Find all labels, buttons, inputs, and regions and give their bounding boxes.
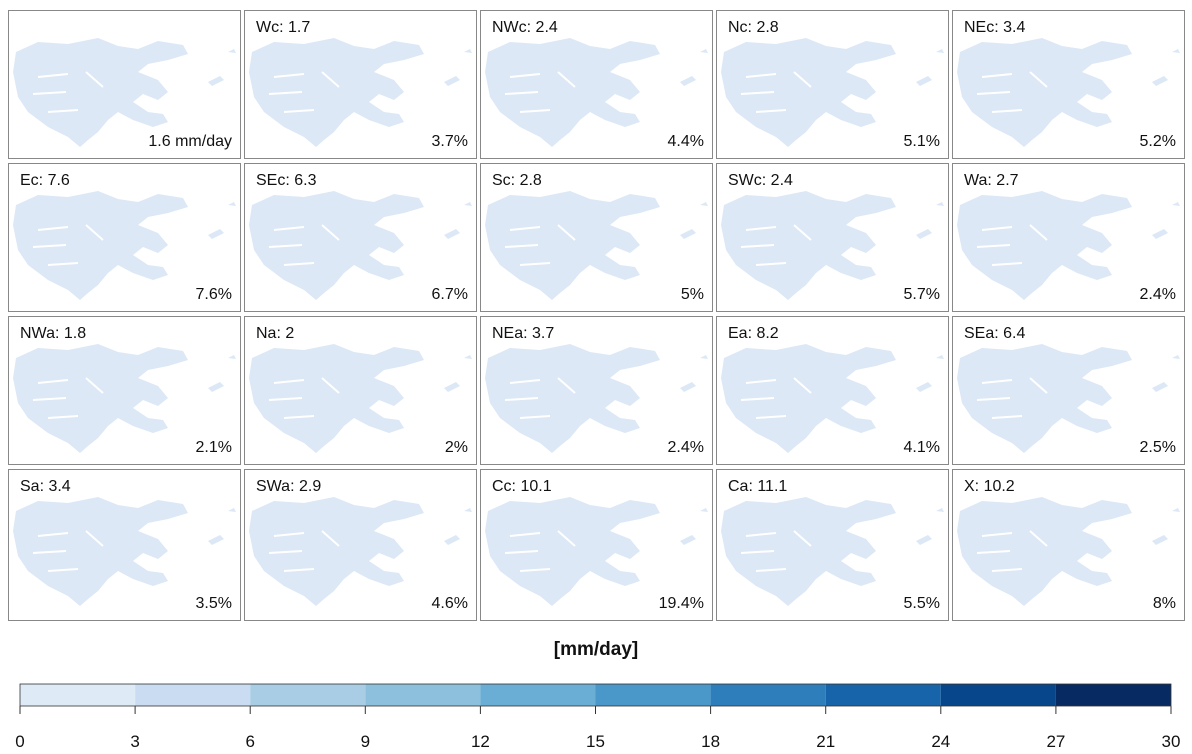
- color-band: [595, 684, 711, 706]
- colorbar-title: [mm/day]: [554, 639, 638, 660]
- panel-label: Nc: 2.8: [728, 19, 779, 36]
- panel-label: X: 10.2: [964, 478, 1015, 495]
- panel-value: 2.4%: [1140, 286, 1176, 303]
- panel-label: Ea: 8.2: [728, 325, 779, 342]
- panel-label: SWa: 2.9: [256, 478, 321, 495]
- panel-value: 5.7%: [904, 286, 940, 303]
- colorbar-tick-label: 30: [1162, 732, 1181, 751]
- panel-label: NWc: 2.4: [492, 19, 558, 36]
- panel-label: Sc: 2.8: [492, 172, 542, 189]
- panel-label: Ca: 11.1: [728, 478, 787, 495]
- color-band: [825, 684, 941, 706]
- panel-value: 3.7%: [432, 133, 468, 150]
- panel-value: 19.4%: [659, 595, 704, 612]
- colorbar-tick-label: 24: [931, 732, 950, 751]
- color-band: [710, 684, 826, 706]
- colorbar-tick-label: 27: [1046, 732, 1065, 751]
- panel-value: 1.6 mm/day: [148, 133, 232, 150]
- panel-label: NWa: 1.8: [20, 325, 86, 342]
- panel-value: 7.6%: [196, 286, 232, 303]
- panel-value: 5%: [681, 286, 704, 303]
- panel-value: 5.2%: [1140, 133, 1176, 150]
- colorbar-tick-label: 0: [15, 732, 24, 751]
- panel-value: 3.5%: [196, 595, 232, 612]
- color-band: [480, 684, 596, 706]
- color-band: [940, 684, 1056, 706]
- panel-value: 2.5%: [1140, 439, 1176, 456]
- colorbar-tick-label: 6: [245, 732, 254, 751]
- panel-label: Ec: 7.6: [20, 172, 70, 189]
- panel-label: Wc: 1.7: [256, 19, 310, 36]
- panel-value: 6.7%: [432, 286, 468, 303]
- color-band: [250, 684, 366, 706]
- panel-label: NEa: 3.7: [492, 325, 554, 342]
- panel-value: 2%: [445, 439, 468, 456]
- color-band: [1055, 684, 1171, 706]
- colorbar-tick-label: 18: [701, 732, 720, 751]
- color-band: [20, 684, 136, 706]
- panel-label: Na: 2: [256, 325, 294, 342]
- colorbar-tick-label: 15: [586, 732, 605, 751]
- panel-label: SWc: 2.4: [728, 172, 793, 189]
- panel-value: 5.1%: [904, 133, 940, 150]
- panel-label: SEc: 6.3: [256, 172, 317, 189]
- colorbar-tick-label: 21: [816, 732, 835, 751]
- panel-value: 8%: [1153, 595, 1176, 612]
- panel-value: 4.4%: [668, 133, 704, 150]
- colorbar-tick-label: 12: [471, 732, 490, 751]
- panel-label: Cc: 10.1: [492, 478, 552, 495]
- colorbar-tick-label: 9: [361, 732, 370, 751]
- panel-label: Sa: 3.4: [20, 478, 71, 495]
- panel-value: 2.4%: [668, 439, 704, 456]
- panel-value: 5.5%: [904, 595, 940, 612]
- color-band: [365, 684, 481, 706]
- panel-label: NEc: 3.4: [964, 19, 1025, 36]
- panel-label: SEa: 6.4: [964, 325, 1025, 342]
- panel-label: Wa: 2.7: [964, 172, 1019, 189]
- color-band: [135, 684, 251, 706]
- panel-value: 2.1%: [196, 439, 232, 456]
- panel-value: 4.6%: [432, 595, 468, 612]
- panel-value: 4.1%: [904, 439, 940, 456]
- colorbar-tick-label: 3: [130, 732, 139, 751]
